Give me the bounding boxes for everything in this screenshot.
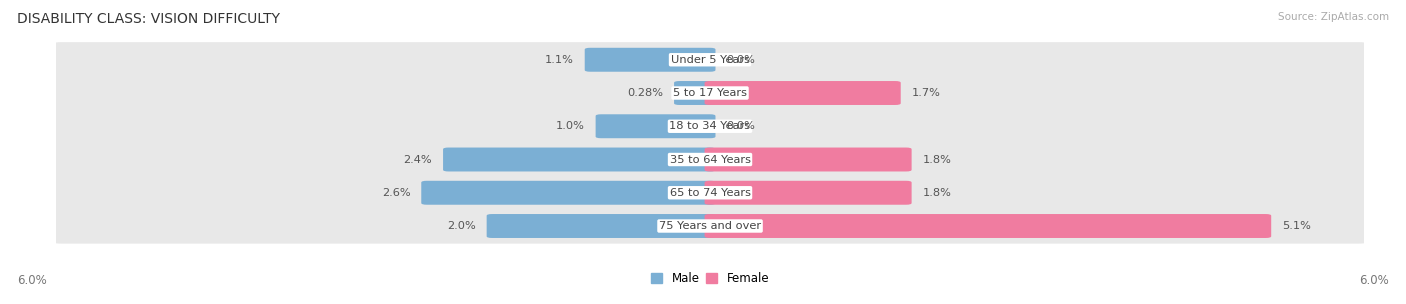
Text: 5.1%: 5.1% bbox=[1282, 221, 1310, 231]
FancyBboxPatch shape bbox=[422, 181, 716, 205]
Text: 65 to 74 Years: 65 to 74 Years bbox=[669, 188, 751, 198]
FancyBboxPatch shape bbox=[704, 81, 901, 105]
Text: Source: ZipAtlas.com: Source: ZipAtlas.com bbox=[1278, 12, 1389, 22]
Text: 0.28%: 0.28% bbox=[627, 88, 664, 98]
Text: 1.8%: 1.8% bbox=[922, 154, 952, 164]
Text: 1.1%: 1.1% bbox=[546, 55, 574, 65]
FancyBboxPatch shape bbox=[585, 48, 716, 72]
Legend: Male, Female: Male, Female bbox=[645, 268, 775, 290]
Text: DISABILITY CLASS: VISION DIFFICULTY: DISABILITY CLASS: VISION DIFFICULTY bbox=[17, 12, 280, 26]
FancyBboxPatch shape bbox=[49, 42, 1371, 78]
FancyBboxPatch shape bbox=[596, 114, 716, 138]
Text: 6.0%: 6.0% bbox=[1360, 274, 1389, 287]
Text: 2.0%: 2.0% bbox=[447, 221, 475, 231]
FancyBboxPatch shape bbox=[673, 81, 716, 105]
Text: 0.0%: 0.0% bbox=[727, 55, 755, 65]
FancyBboxPatch shape bbox=[486, 214, 716, 238]
Text: Under 5 Years: Under 5 Years bbox=[671, 55, 749, 65]
Text: 6.0%: 6.0% bbox=[17, 274, 46, 287]
FancyBboxPatch shape bbox=[49, 208, 1371, 244]
Text: 2.6%: 2.6% bbox=[382, 188, 411, 198]
FancyBboxPatch shape bbox=[49, 175, 1371, 210]
FancyBboxPatch shape bbox=[704, 147, 911, 171]
FancyBboxPatch shape bbox=[49, 75, 1371, 111]
Text: 1.7%: 1.7% bbox=[911, 88, 941, 98]
FancyBboxPatch shape bbox=[443, 147, 716, 171]
Text: 0.0%: 0.0% bbox=[727, 121, 755, 131]
FancyBboxPatch shape bbox=[704, 214, 1271, 238]
FancyBboxPatch shape bbox=[49, 142, 1371, 177]
Text: 1.8%: 1.8% bbox=[922, 188, 952, 198]
Text: 1.0%: 1.0% bbox=[555, 121, 585, 131]
FancyBboxPatch shape bbox=[704, 181, 911, 205]
Text: 2.4%: 2.4% bbox=[404, 154, 432, 164]
Text: 35 to 64 Years: 35 to 64 Years bbox=[669, 154, 751, 164]
Text: 5 to 17 Years: 5 to 17 Years bbox=[673, 88, 747, 98]
Text: 75 Years and over: 75 Years and over bbox=[659, 221, 761, 231]
Text: 18 to 34 Years: 18 to 34 Years bbox=[669, 121, 751, 131]
FancyBboxPatch shape bbox=[49, 109, 1371, 144]
